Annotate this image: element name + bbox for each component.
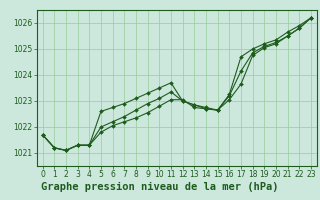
Text: Graphe pression niveau de la mer (hPa): Graphe pression niveau de la mer (hPa) (41, 182, 279, 192)
